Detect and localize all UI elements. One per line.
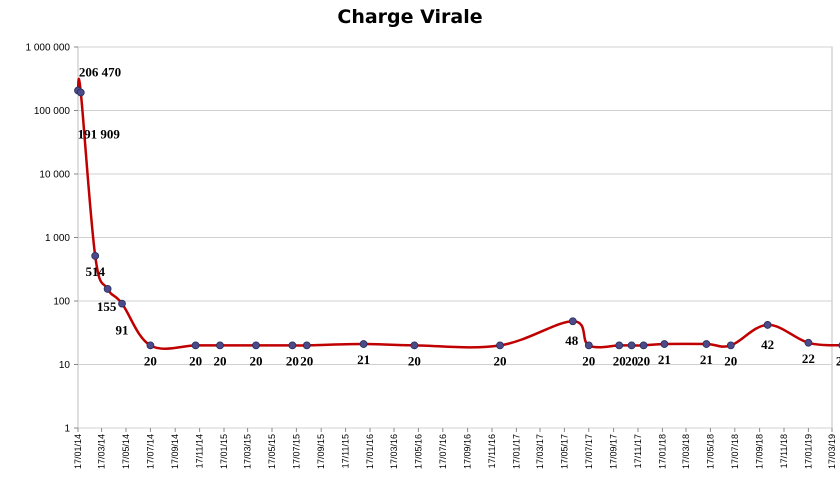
data-label: 21: [357, 352, 370, 367]
data-label: 20: [625, 353, 638, 368]
data-point: [639, 341, 648, 350]
data-point: [410, 341, 419, 350]
data-point: [118, 299, 126, 308]
y-tick-label: 1 000: [45, 233, 70, 244]
data-label: 42: [761, 337, 774, 352]
data-label: 20: [189, 353, 202, 368]
x-tick-label: 17/03/17: [535, 434, 545, 469]
x-tick-label: 17/01/19: [803, 434, 813, 469]
x-tick-label: 17/03/18: [681, 434, 691, 469]
x-tick-label: 17/07/15: [291, 434, 301, 469]
x-tick-label: 17/09/14: [170, 434, 180, 469]
x-tick-label: 17/05/17: [559, 434, 569, 469]
data-label: 191 909: [78, 127, 121, 142]
data-point: [568, 317, 577, 326]
data-label: 20: [724, 353, 737, 368]
data-label: 21: [700, 352, 713, 367]
data-point: [496, 341, 504, 350]
y-tick-label: 1 000 000: [26, 43, 71, 54]
y-tick-label: 100 000: [34, 106, 71, 117]
data-label: 514: [85, 264, 105, 279]
x-tick-label: 17/09/15: [316, 434, 326, 469]
x-tick-label: 17/09/17: [609, 434, 619, 469]
x-tick-label: 17/09/16: [463, 434, 473, 469]
data-label: 20: [408, 353, 421, 368]
data-point: [627, 341, 636, 350]
data-label: 20: [613, 353, 626, 368]
data-label: 20: [300, 353, 313, 368]
data-point: [91, 251, 100, 260]
data-label: 20: [214, 353, 227, 368]
x-tick-label: 17/11/17: [633, 434, 643, 468]
x-tick-label: 17/03/19: [827, 434, 837, 469]
data-label: 21: [658, 352, 671, 367]
y-tick-label: 10: [59, 360, 71, 371]
x-tick-label: 17/01/17: [511, 434, 521, 469]
x-tick-label: 17/07/17: [584, 434, 594, 469]
x-tick-label: 17/01/18: [657, 434, 667, 469]
series-line: [76, 77, 840, 350]
data-label: 20: [836, 353, 840, 368]
data-point: [252, 341, 260, 350]
x-tick-label: 17/01/15: [219, 434, 229, 469]
x-tick-label: 17/11/16: [487, 434, 497, 468]
x-tick-label: 17/03/15: [243, 434, 253, 469]
data-point: [660, 340, 669, 348]
data-label: 20: [494, 353, 507, 368]
data-point: [702, 340, 711, 348]
x-tick-label: 17/11/18: [779, 434, 789, 468]
x-tick-label: 17/07/14: [145, 434, 155, 469]
data-point: [103, 285, 112, 293]
x-tick-label: 17/03/16: [389, 434, 399, 469]
x-tick-label: 17/01/16: [365, 434, 375, 469]
data-point: [615, 341, 624, 350]
x-tick-label: 17/11/15: [341, 434, 351, 468]
x-tick-label: 17/09/18: [755, 434, 765, 469]
y-tick-label: 100: [53, 297, 70, 308]
data-point: [763, 321, 772, 329]
x-tick-label: 17/03/14: [97, 434, 107, 469]
chart-title: Charge Virale: [337, 6, 483, 28]
data-label: 20: [286, 353, 299, 368]
data-label: 20: [582, 353, 595, 368]
data-label: 20: [250, 353, 263, 368]
y-tick-label: 1: [64, 424, 70, 435]
data-point: [191, 341, 200, 350]
x-tick-label: 17/07/18: [730, 434, 740, 469]
data-label: 48: [565, 333, 579, 348]
data-point: [804, 338, 813, 347]
x-tick-label: 17/05/16: [413, 434, 423, 469]
y-tick-label: 10 000: [39, 170, 70, 181]
data-label: 20: [144, 353, 157, 368]
data-point: [216, 341, 224, 350]
x-tick-label: 17/05/18: [705, 434, 715, 469]
data-point: [359, 340, 368, 348]
data-point: [76, 88, 85, 97]
x-tick-label: 17/01/14: [73, 434, 83, 469]
x-tick-label: 17/05/15: [267, 434, 277, 469]
data-label: 20: [637, 353, 650, 368]
data-point: [726, 341, 735, 350]
data-point: [584, 341, 593, 350]
data-point: [288, 341, 297, 350]
data-point: [302, 341, 311, 350]
x-tick-label: 17/11/14: [195, 434, 205, 468]
x-tick-label: 17/05/14: [121, 434, 131, 469]
x-tick-label: 17/07/16: [438, 434, 448, 469]
data-label: 206 470: [79, 65, 121, 80]
data-label: 155: [97, 299, 117, 314]
data-label: 22: [802, 351, 815, 366]
data-point: [146, 341, 155, 350]
data-label: 91: [116, 323, 129, 338]
